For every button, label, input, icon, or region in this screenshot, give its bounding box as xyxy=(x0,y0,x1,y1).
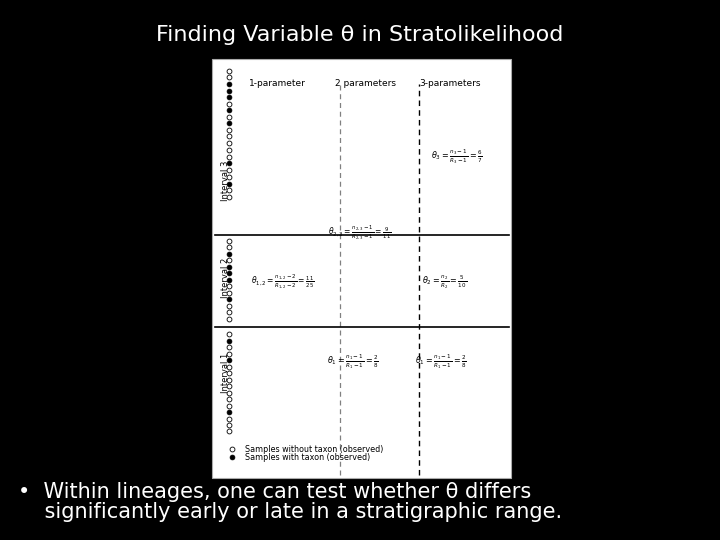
Text: Interval 1: Interval 1 xyxy=(221,353,230,393)
Text: $\theta_1=\frac{n_1-1}{R_1-1}=\frac{2}{8}$: $\theta_1=\frac{n_1-1}{R_1-1}=\frac{2}{8… xyxy=(327,353,379,371)
Text: Samples with taxon (observed): Samples with taxon (observed) xyxy=(245,453,370,462)
Text: $\theta_{2,3}=\frac{n_{2,3}-1}{R_{2,3}-1}=\frac{9}{11}$: $\theta_{2,3}=\frac{n_{2,3}-1}{R_{2,3}-1… xyxy=(328,224,392,242)
Text: Interval 3: Interval 3 xyxy=(221,161,230,201)
FancyBboxPatch shape xyxy=(212,59,511,478)
Text: Finding Variable θ in Stratolikelihood: Finding Variable θ in Stratolikelihood xyxy=(156,25,564,45)
Text: 1-parameter: 1-parameter xyxy=(249,79,305,88)
Text: Interval 2: Interval 2 xyxy=(221,258,230,298)
Text: 3-parameters: 3-parameters xyxy=(419,79,481,88)
Text: •  Within lineages, one can test whether θ differs: • Within lineages, one can test whether … xyxy=(18,482,531,503)
Text: $\theta_2=\frac{n_2}{R_2}=\frac{5}{10}$: $\theta_2=\frac{n_2}{R_2}=\frac{5}{10}$ xyxy=(422,273,467,291)
Text: $\theta_3=\frac{n_3-1}{R_3-1}=\frac{6}{7}$: $\theta_3=\frac{n_3-1}{R_3-1}=\frac{6}{7… xyxy=(431,147,483,166)
Text: 2 parameters: 2 parameters xyxy=(335,79,395,88)
Text: $\theta_1=\frac{n_1-1}{R_1-1}=\frac{2}{8}$: $\theta_1=\frac{n_1-1}{R_1-1}=\frac{2}{8… xyxy=(415,353,467,371)
Text: $\theta_{1,2}=\frac{n_{1,2}-2}{R_{1,2}-2}=\frac{11}{25}$: $\theta_{1,2}=\frac{n_{1,2}-2}{R_{1,2}-2… xyxy=(251,273,314,291)
Text: significantly early or late in a stratigraphic range.: significantly early or late in a stratig… xyxy=(18,502,562,522)
Text: Samples without taxon (observed): Samples without taxon (observed) xyxy=(245,445,383,454)
